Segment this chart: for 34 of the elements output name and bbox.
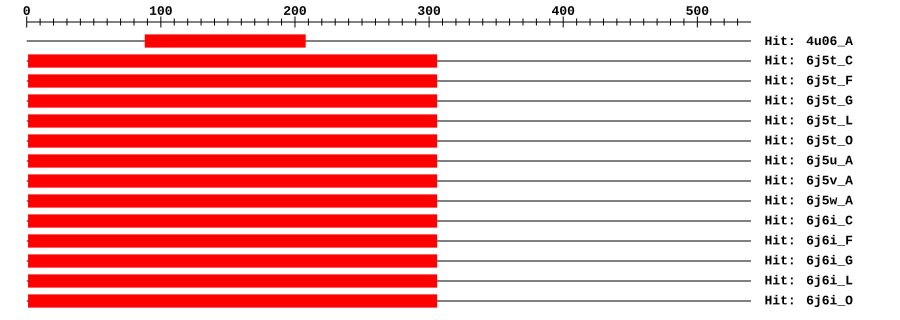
y-tick-label: Hit: 6j5t_C [765,54,853,68]
x-tick-label: 400 [552,6,574,15]
x-tick-label: 200 [284,6,306,15]
bar [28,214,438,228]
y-tick-label: Hit: 6j5t_L [765,114,852,128]
bar [28,134,438,148]
y-tick-label: Hit: 6j5v_A [765,174,853,188]
y-tick-label: Hit: 6j6i_O [765,294,852,308]
x-tick-label: 0 [24,6,30,15]
bar [28,74,438,88]
bar [28,114,438,128]
y-tick-label: Hit: 6j6i_C [765,214,853,228]
bar [144,34,306,48]
bar [28,174,438,188]
bar [28,54,438,68]
bar [28,274,438,288]
y-tick-label: Hit: 6j5t_O [765,134,852,148]
x-tick-label: 100 [150,6,172,15]
bar [28,194,438,208]
bar [28,254,438,268]
bar [28,154,438,168]
y-tick-label: Hit: 6j6i_L [765,274,852,288]
y-tick-label: Hit: 6j5u_A [765,154,853,168]
bar [28,294,438,308]
y-tick-label: Hit: 6j6i_G [765,254,852,268]
y-tick-label: Hit: 6j5t_G [765,94,852,108]
y-tick-label: Hit: 6j6i_F [765,234,852,248]
y-tick-label: Hit: 4u06_A [765,36,853,46]
y-tick-label: Hit: 6j5t_F [765,74,852,88]
x-tick-label: 500 [686,6,708,15]
x-tick-label: 300 [418,6,440,15]
bar [28,234,438,248]
y-tick-label: Hit: 6j5w_A [765,194,853,208]
bar [28,94,438,108]
